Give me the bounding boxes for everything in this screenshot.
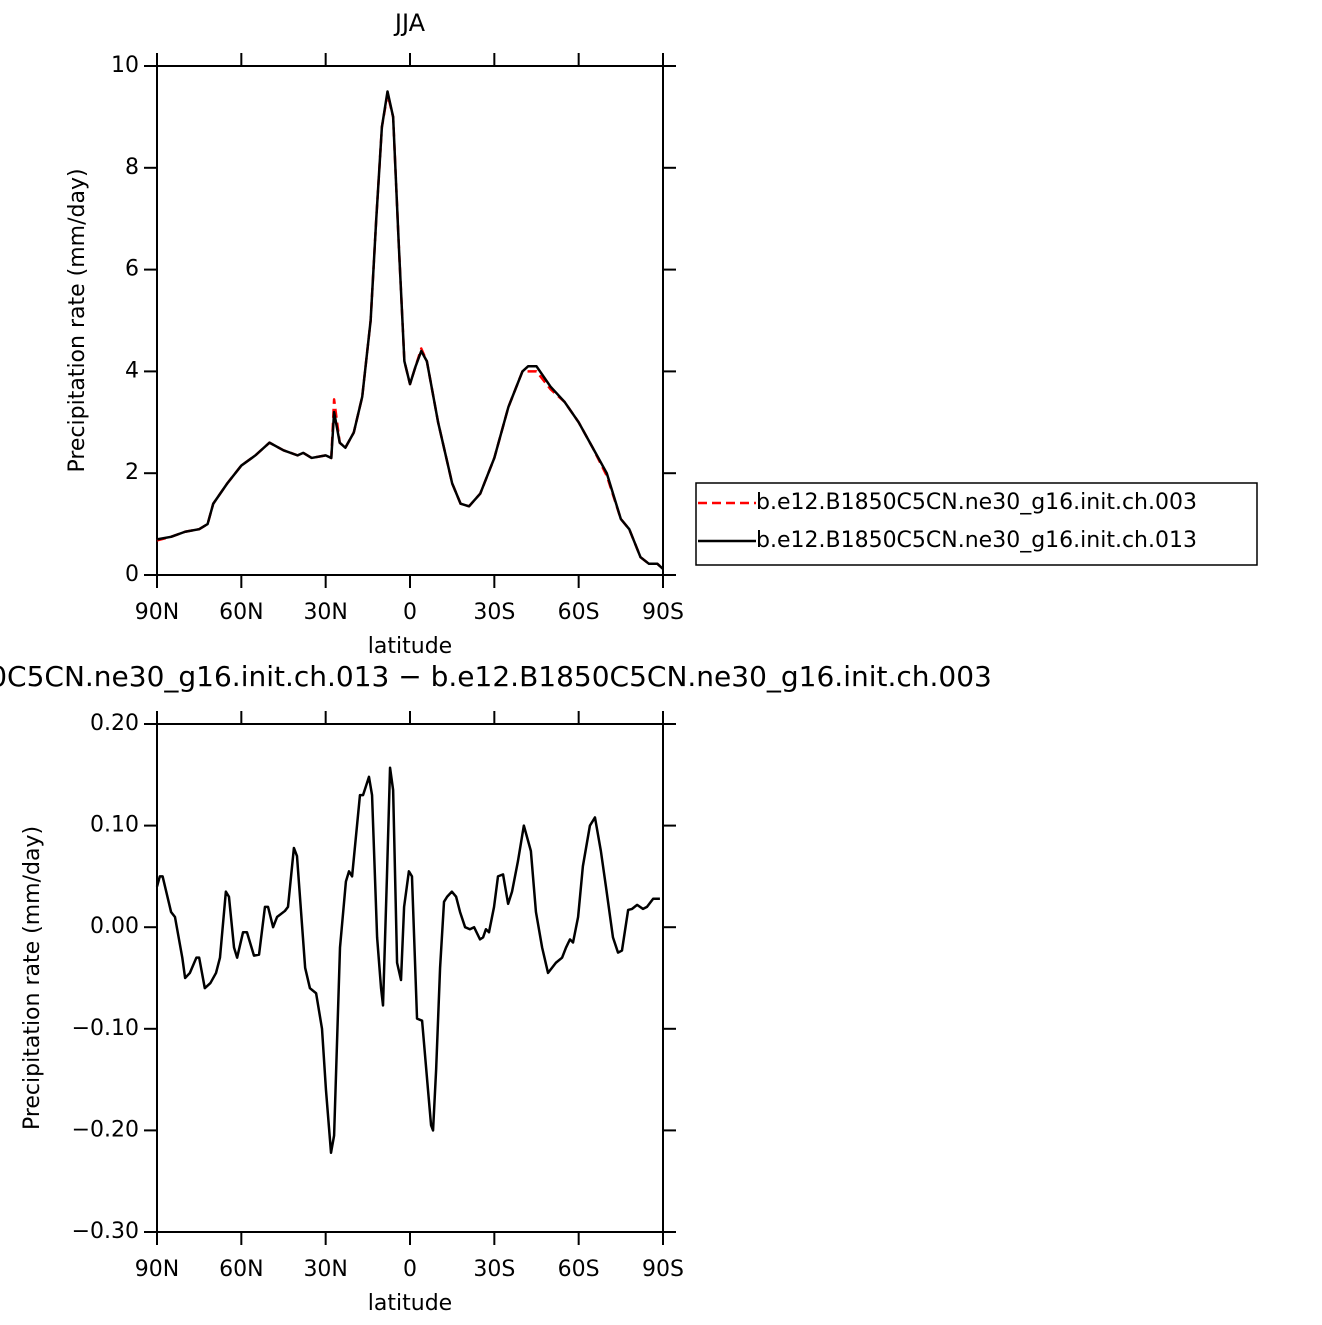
plot-frame (156, 65, 664, 576)
x-tick-label: 90S (642, 1257, 684, 1282)
data-line (156, 92, 664, 570)
legend-box (695, 482, 1258, 566)
data-line (155, 766, 660, 1154)
x-tick-label: 0 (403, 1257, 417, 1282)
x-tick-label: 90N (135, 1257, 179, 1282)
plot-frame (156, 723, 664, 1233)
y-tick-label: 4 (125, 358, 139, 383)
y-tick-label: 0.00 (90, 914, 139, 939)
y-axis-label: Precipitation rate (mm/day) (20, 826, 45, 1130)
chart-title: b.e12.B1850C5CN.ne30_g16.init.ch.013 − b… (0, 660, 992, 693)
y-tick-label: 0.10 (90, 813, 139, 838)
x-tick-label: 0 (403, 600, 417, 625)
legend-label: b.e12.B1850C5CN.ne30_g16.init.ch.003 (756, 490, 1197, 515)
y-tick-label: 0.20 (90, 711, 139, 736)
x-tick-label: 30S (473, 600, 515, 625)
y-tick-label: 10 (111, 53, 139, 78)
legend-label: b.e12.B1850C5CN.ne30_g16.init.ch.013 (756, 528, 1197, 553)
chart-title: JJA (393, 9, 426, 37)
x-tick-label: 60S (558, 1257, 600, 1282)
x-tick-label: 60N (219, 600, 263, 625)
y-tick-label: 2 (125, 460, 139, 485)
y-tick-label: 8 (125, 155, 139, 180)
x-tick-label: 30N (303, 1257, 347, 1282)
y-tick-label: 6 (125, 257, 139, 282)
x-tick-label: 60N (219, 1257, 263, 1282)
x-tick-label: 60S (558, 600, 600, 625)
x-tick-label: 90S (642, 600, 684, 625)
x-tick-label: 30N (303, 600, 347, 625)
y-tick-label: 0 (125, 562, 139, 587)
x-axis-label: latitude (368, 634, 452, 659)
x-tick-label: 30S (473, 1257, 515, 1282)
y-tick-label: −0.20 (72, 1117, 139, 1142)
y-tick-label: −0.10 (72, 1016, 139, 1041)
x-tick-label: 90N (135, 600, 179, 625)
y-tick-label: −0.30 (72, 1219, 139, 1244)
x-axis-label: latitude (368, 1291, 452, 1316)
y-axis-label: Precipitation rate (mm/day) (65, 168, 90, 472)
data-line (156, 90, 664, 570)
